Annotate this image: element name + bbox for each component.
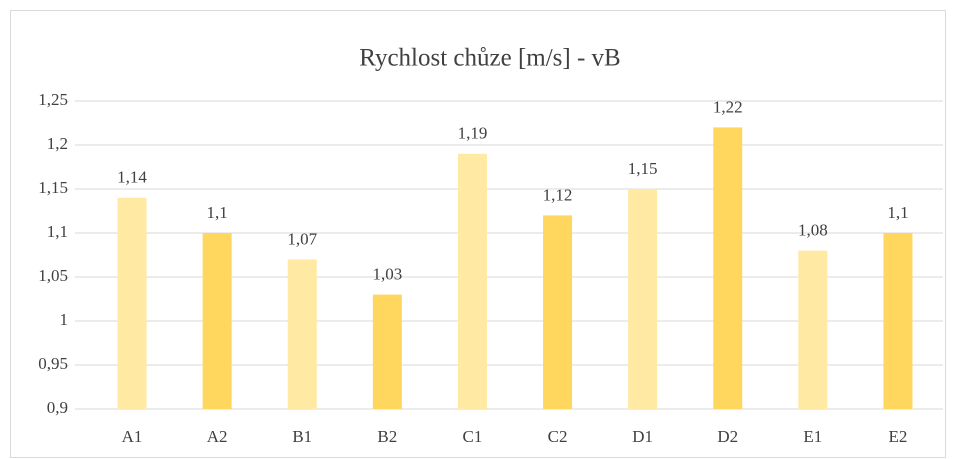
data-label: 1,1 (207, 203, 228, 222)
y-tick-label: 1,05 (38, 266, 68, 285)
x-tick-label: C1 (463, 427, 483, 446)
y-tick-label: 0,9 (47, 398, 68, 417)
bar (287, 259, 317, 409)
bar (457, 153, 487, 409)
data-label: 1,22 (713, 97, 743, 116)
x-tick-label: D1 (632, 427, 653, 446)
data-label: 1,03 (372, 265, 402, 284)
bar (117, 197, 147, 409)
y-tick-label: 1,1 (47, 222, 68, 241)
x-tick-label: B1 (292, 427, 312, 446)
data-label: 1,19 (458, 124, 488, 143)
x-tick-label: E1 (803, 427, 822, 446)
bar (883, 233, 913, 409)
bar (628, 189, 658, 409)
bar (372, 294, 402, 409)
x-tick-label: E2 (889, 427, 908, 446)
x-tick-label: A2 (207, 427, 228, 446)
x-tick-label: A1 (122, 427, 143, 446)
y-tick-label: 1,25 (38, 90, 68, 109)
y-tick-label: 0,95 (38, 354, 68, 373)
data-label: 1,1 (887, 203, 908, 222)
x-tick-label: B2 (377, 427, 397, 446)
bar (798, 250, 828, 409)
bar (543, 215, 573, 409)
data-label: 1,15 (628, 159, 658, 178)
data-label: 1,07 (287, 229, 317, 248)
data-label: 1,14 (117, 168, 147, 187)
x-tick-label: D2 (717, 427, 738, 446)
data-label: 1,12 (543, 185, 573, 204)
data-label: 1,08 (798, 221, 828, 240)
y-tick-label: 1,2 (47, 134, 68, 153)
x-tick-label: C2 (548, 427, 568, 446)
bar (713, 127, 743, 410)
chart-title: Rychlost chůze [m/s] - vB (359, 45, 620, 72)
bar (202, 233, 232, 409)
y-tick-label: 1,15 (38, 178, 68, 197)
y-tick-label: 1 (60, 310, 69, 329)
